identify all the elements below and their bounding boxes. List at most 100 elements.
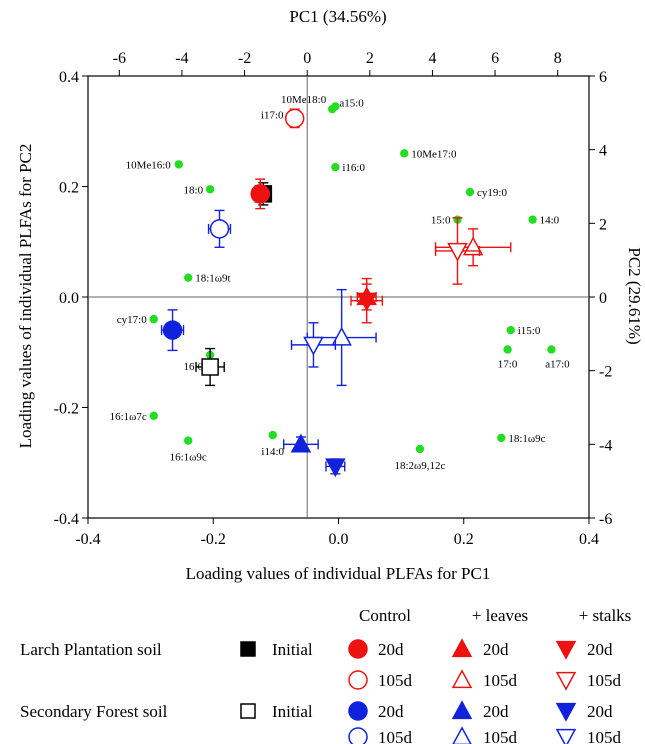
legend-time-label: 20d bbox=[587, 640, 613, 659]
legend-marker bbox=[451, 700, 473, 720]
legend-time-label: 105d bbox=[483, 728, 518, 744]
legend-marker bbox=[348, 701, 368, 721]
score-point bbox=[162, 320, 183, 340]
bottom-tick-label: 0.4 bbox=[579, 531, 599, 548]
legend-marker bbox=[451, 669, 473, 689]
loading-label: 18:1ω9t bbox=[195, 273, 230, 285]
legend-initial-label: Initial bbox=[272, 702, 313, 721]
legend-header-control: Control bbox=[359, 606, 411, 625]
left-tick-label: 0.0 bbox=[59, 290, 79, 307]
score-point bbox=[209, 219, 230, 239]
top-tick-label: -2 bbox=[238, 50, 251, 67]
left-tick-label: 0.2 bbox=[59, 180, 79, 197]
loading-label: a15:0 bbox=[339, 97, 364, 109]
legend-marker bbox=[348, 670, 368, 690]
left-tick-label: -0.4 bbox=[54, 511, 79, 528]
score-point bbox=[325, 458, 346, 478]
left-axis-label: Loading values of individual PLFAs for P… bbox=[16, 144, 35, 449]
loading-label: i16:0 bbox=[342, 162, 365, 174]
top-tick-label: 4 bbox=[428, 50, 436, 67]
legend-initial-marker bbox=[240, 703, 256, 719]
loading-point bbox=[331, 102, 340, 111]
legend-initial-marker bbox=[240, 641, 256, 657]
legend-time-label: 20d bbox=[378, 702, 404, 721]
legend-marker bbox=[555, 702, 577, 722]
loading-point bbox=[497, 433, 506, 443]
legend-header-leaves: + leaves bbox=[472, 606, 528, 625]
loading-point bbox=[184, 273, 193, 282]
loading-label: 18:1ω9c bbox=[508, 433, 545, 445]
bottom-tick-label: -0.2 bbox=[201, 531, 226, 548]
loading-point bbox=[547, 345, 556, 354]
right-tick-label: -2 bbox=[599, 364, 612, 381]
score-point bbox=[447, 242, 468, 262]
right-tick-label: 4 bbox=[599, 143, 607, 160]
right-axis-label: PC2 (29.61%) bbox=[625, 247, 644, 344]
right-tick-label: 0 bbox=[599, 290, 607, 307]
legend-header-stalks: + stalks bbox=[579, 606, 632, 625]
legend-time-label: 105d bbox=[587, 671, 622, 690]
score-point bbox=[290, 433, 312, 453]
loading-point bbox=[506, 325, 515, 335]
legend-time-label: 105d bbox=[378, 728, 413, 744]
bottom-tick-label: -0.4 bbox=[75, 531, 100, 548]
legend-marker bbox=[348, 727, 368, 744]
legend-time-label: 20d bbox=[378, 640, 404, 659]
left-tick-label: -0.2 bbox=[54, 401, 79, 418]
bottom-tick-label: 0.0 bbox=[329, 531, 349, 548]
legend-marker bbox=[348, 639, 368, 659]
legend-time-label: 105d bbox=[483, 671, 518, 690]
score-point bbox=[356, 292, 377, 312]
loading-label: 10Me17:0 bbox=[411, 148, 457, 160]
loading-point bbox=[503, 345, 512, 354]
bottom-axis-label: Loading values of individual PLFAs for P… bbox=[186, 564, 491, 583]
loading-point bbox=[174, 160, 184, 169]
right-tick-label: -4 bbox=[599, 437, 612, 454]
score-point bbox=[331, 326, 352, 346]
loading-point bbox=[205, 185, 215, 194]
loading-label: 16:0 bbox=[184, 361, 204, 373]
bottom-tick-label: 0.2 bbox=[454, 531, 474, 548]
legend-time-label: 105d bbox=[378, 671, 413, 690]
loading-point bbox=[400, 149, 409, 158]
legend-soil-label: Secondary Forest soil bbox=[20, 702, 168, 721]
top-tick-label: 6 bbox=[491, 50, 499, 67]
loading-point bbox=[415, 444, 425, 454]
legend-marker bbox=[451, 638, 473, 658]
legend-marker bbox=[555, 728, 577, 744]
loading-label: i14:0 bbox=[261, 446, 284, 458]
loading-label: cy19:0 bbox=[477, 187, 507, 199]
top-tick-label: -6 bbox=[113, 50, 126, 67]
legend: Control + leaves + stalks Larch Plantation … bbox=[20, 606, 631, 744]
legend-time-label: 105d bbox=[587, 728, 622, 744]
top-tick-label: 2 bbox=[366, 50, 374, 67]
right-tick-label: 6 bbox=[599, 69, 607, 86]
score-point bbox=[303, 336, 324, 356]
loading-point bbox=[184, 436, 193, 445]
legend-time-label: 20d bbox=[483, 640, 509, 659]
loading-label: 17:0 bbox=[498, 358, 518, 370]
score-point bbox=[250, 184, 270, 204]
loading-label: 10Me18:0 bbox=[281, 94, 327, 106]
loading-label: 15:0 bbox=[431, 215, 451, 227]
legend-soil-label: Larch Plantation soil bbox=[20, 640, 162, 659]
loading-label: i17:0 bbox=[261, 110, 284, 122]
loading-label: i15:0 bbox=[518, 325, 541, 337]
right-tick-label: 2 bbox=[599, 216, 607, 233]
loading-point bbox=[268, 430, 277, 440]
top-axis-label: PC1 (34.56%) bbox=[289, 7, 386, 26]
loading-point bbox=[149, 411, 158, 420]
loading-point bbox=[528, 215, 537, 224]
loading-label: 18:2ω9,12c bbox=[394, 460, 445, 472]
legend-marker bbox=[555, 640, 577, 660]
legend-marker bbox=[452, 726, 472, 744]
top-tick-label: 0 bbox=[303, 50, 311, 67]
loading-point bbox=[331, 162, 340, 172]
legend-time-label: 20d bbox=[483, 702, 509, 721]
left-tick-label: 0.4 bbox=[59, 69, 79, 86]
top-tick-label: 8 bbox=[554, 50, 562, 67]
loading-label: 16:1ω7c bbox=[110, 411, 147, 423]
right-tick-label: -6 bbox=[599, 511, 612, 528]
loading-label: 18:0 bbox=[184, 184, 204, 196]
